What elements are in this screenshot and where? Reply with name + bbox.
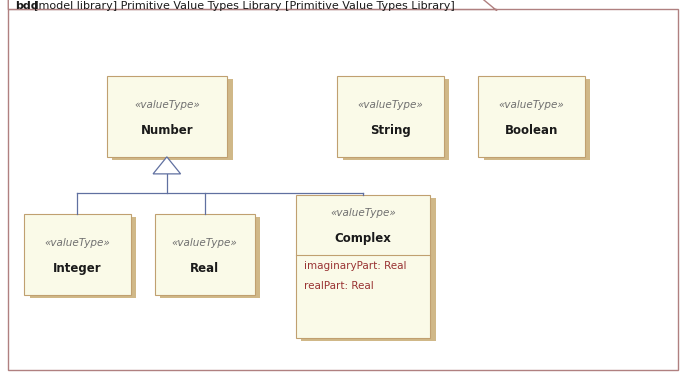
Text: realPart: Real: realPart: Real bbox=[304, 281, 374, 291]
FancyBboxPatch shape bbox=[155, 214, 255, 295]
Text: «valueType»: «valueType» bbox=[172, 238, 237, 248]
FancyBboxPatch shape bbox=[484, 79, 590, 160]
Text: bdd: bdd bbox=[15, 1, 39, 11]
Text: «valueType»: «valueType» bbox=[499, 100, 564, 110]
Polygon shape bbox=[153, 157, 180, 174]
FancyBboxPatch shape bbox=[337, 76, 444, 157]
Text: Boolean: Boolean bbox=[505, 124, 558, 137]
Text: «valueType»: «valueType» bbox=[330, 208, 396, 218]
FancyBboxPatch shape bbox=[160, 217, 260, 298]
Text: «valueType»: «valueType» bbox=[134, 100, 200, 110]
Text: Real: Real bbox=[190, 262, 219, 275]
FancyBboxPatch shape bbox=[8, 9, 678, 370]
FancyBboxPatch shape bbox=[301, 198, 436, 341]
Polygon shape bbox=[8, 0, 497, 11]
FancyBboxPatch shape bbox=[107, 76, 227, 157]
Text: imaginaryPart: Real: imaginaryPart: Real bbox=[304, 261, 407, 271]
FancyBboxPatch shape bbox=[343, 79, 449, 160]
Text: [model library] Primitive Value Types Library [Primitive Value Types Library]: [model library] Primitive Value Types Li… bbox=[34, 1, 455, 11]
Text: Number: Number bbox=[140, 124, 193, 137]
FancyBboxPatch shape bbox=[112, 79, 233, 160]
Text: «valueType»: «valueType» bbox=[45, 238, 110, 248]
FancyBboxPatch shape bbox=[296, 195, 430, 338]
FancyBboxPatch shape bbox=[478, 76, 585, 157]
Text: String: String bbox=[370, 124, 411, 137]
Text: Integer: Integer bbox=[53, 262, 102, 275]
FancyBboxPatch shape bbox=[24, 214, 131, 295]
FancyBboxPatch shape bbox=[30, 217, 136, 298]
Text: «valueType»: «valueType» bbox=[358, 100, 423, 110]
Text: Complex: Complex bbox=[334, 232, 391, 245]
